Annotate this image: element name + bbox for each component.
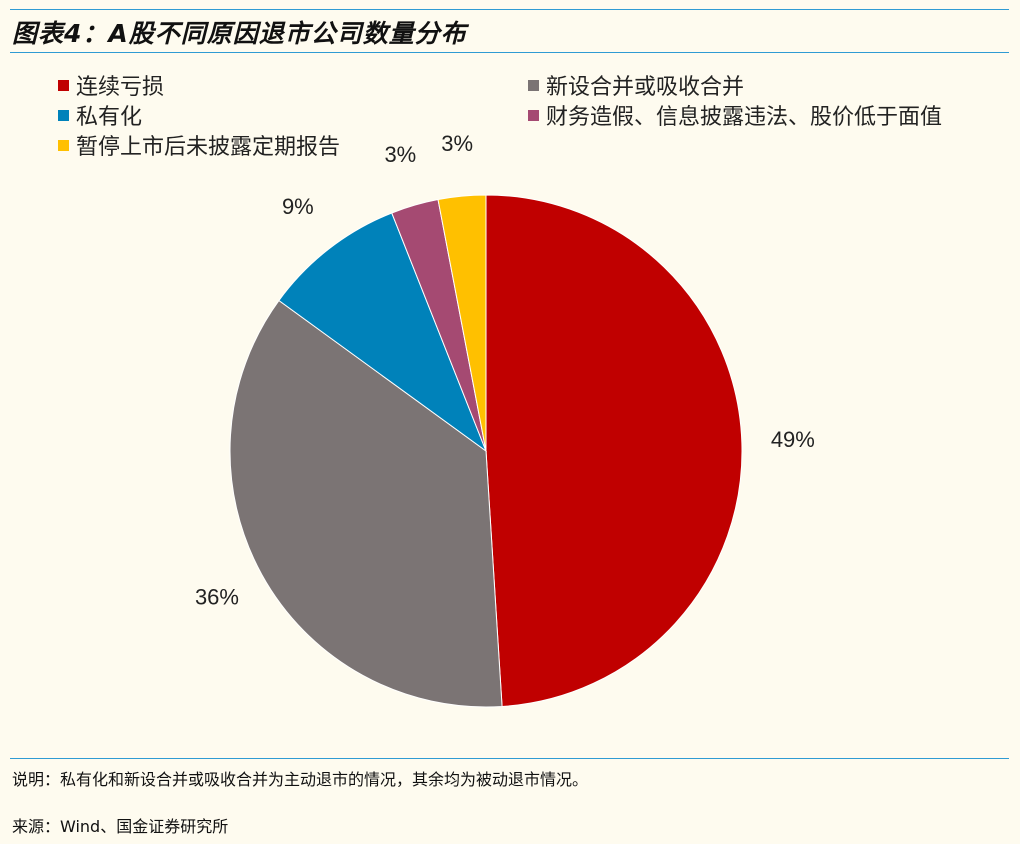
- pie-slice: [437, 194, 487, 452]
- legend-label: 私有化: [76, 105, 143, 130]
- pie-slice: [485, 194, 743, 708]
- legend-label: 连续亏损: [76, 75, 165, 100]
- legend-item: 连续亏损: [58, 70, 164, 100]
- legend-swatch: [528, 109, 539, 121]
- legend-item: 暂停上市后未披露定期报告: [58, 130, 340, 160]
- title-rule: [10, 52, 1009, 53]
- slice-data-label: 49%: [771, 427, 815, 452]
- legend-label: 财务造假、信息披露违法、股价低于面值: [546, 105, 943, 130]
- slice-data-label: 3%: [384, 142, 416, 167]
- slice-data-label: 3%: [441, 131, 473, 156]
- top-rule: [10, 9, 1009, 10]
- figure-source: 来源：Wind、国金证券研究所: [12, 817, 229, 836]
- legend-item: 私有化: [58, 100, 142, 130]
- pie-slice: [229, 299, 503, 708]
- footer-rule: [10, 758, 1009, 759]
- pie-slice: [278, 212, 488, 453]
- legend-item: 新设合并或吸收合并: [528, 70, 744, 100]
- legend-swatch: [528, 79, 539, 91]
- legend-label: 暂停上市后未披露定期报告: [76, 135, 341, 160]
- legend-swatch: [58, 109, 69, 121]
- slice-data-label: 36%: [195, 585, 239, 610]
- figure-title: 图表4：A股不同原因退市公司数量分布: [12, 19, 467, 48]
- figure-note: 说明：私有化和新设合并或吸收合并为主动退市的情况，其余均为被动退市情况。: [12, 770, 589, 789]
- legend-swatch: [58, 139, 69, 151]
- legend-label: 新设合并或吸收合并: [546, 75, 745, 100]
- chart-legend: 连续亏损 新设合并或吸收合并私有化 财务造假、信息披露违法、股价低于面值暂停上市后未…: [58, 70, 1018, 162]
- legend-swatch: [58, 79, 69, 91]
- slice-data-label: 9%: [282, 194, 314, 219]
- legend-item: 财务造假、信息披露违法、股价低于面值: [528, 100, 942, 130]
